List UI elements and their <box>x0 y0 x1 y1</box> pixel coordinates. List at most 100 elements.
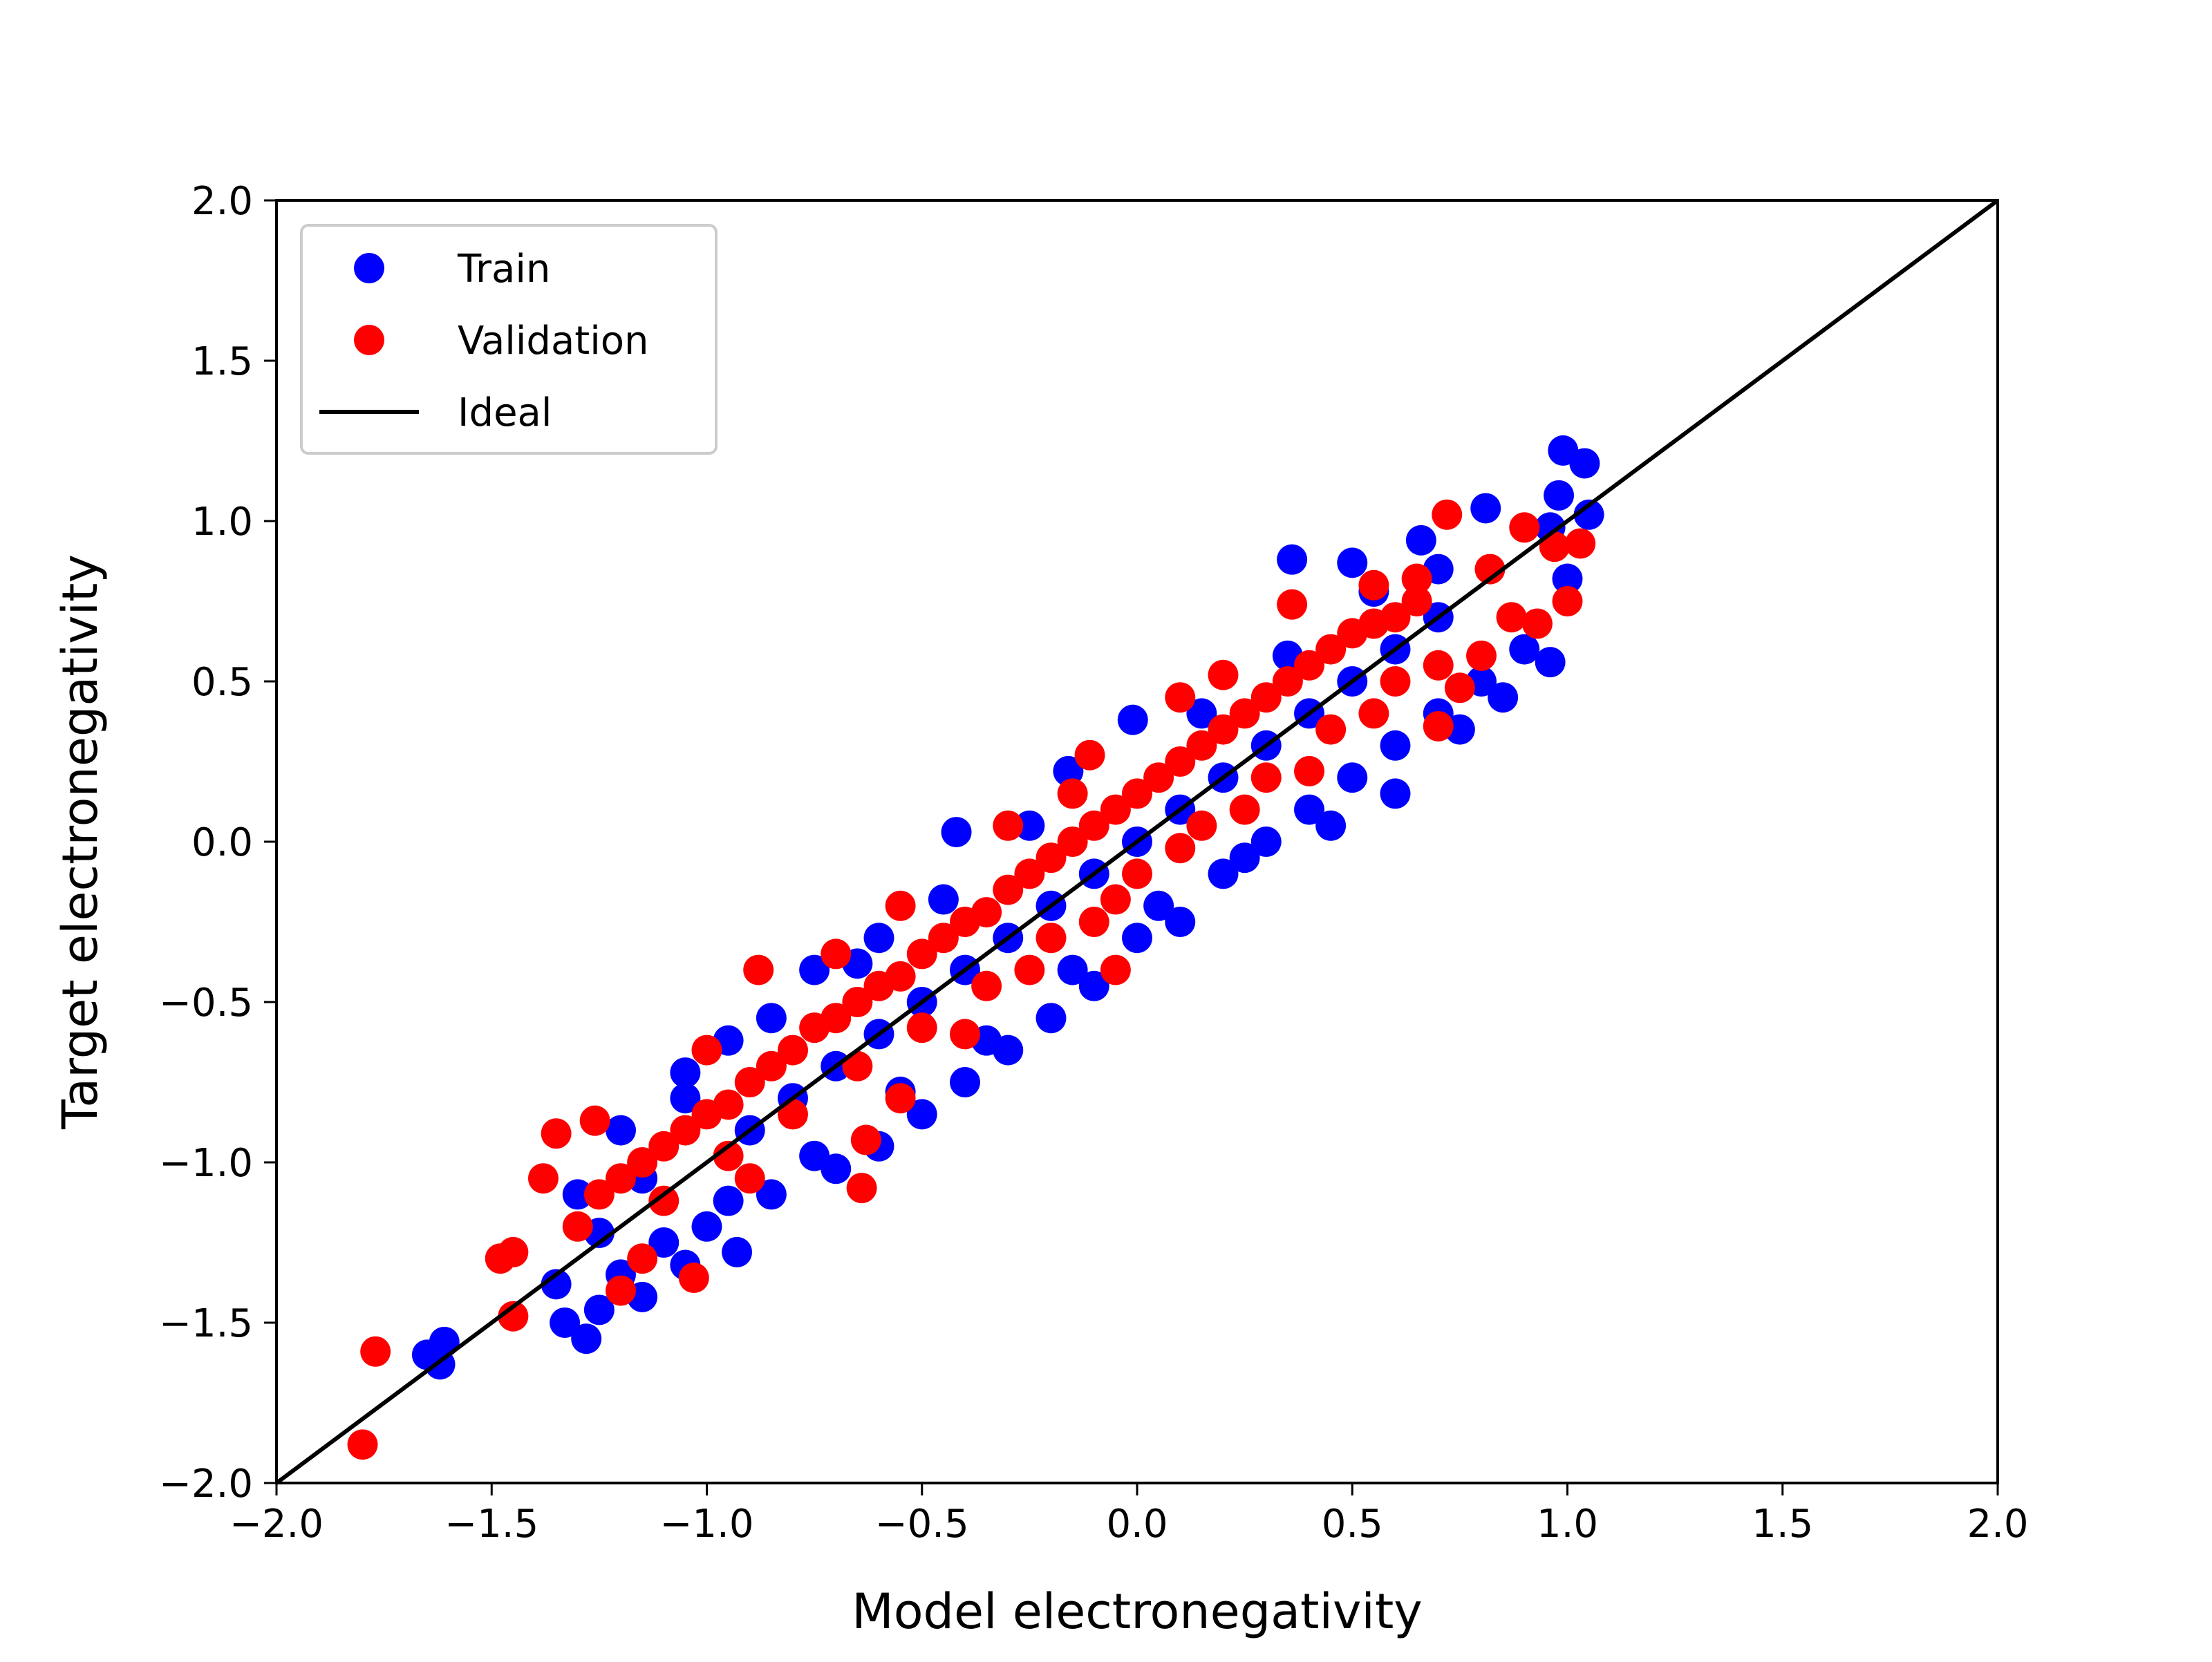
validation-point <box>1229 794 1260 825</box>
validation-point <box>1358 608 1389 639</box>
validation-point <box>1208 714 1239 745</box>
validation-point <box>850 1124 881 1155</box>
x-tick-label: 1.0 <box>1537 1502 1598 1547</box>
validation-point <box>1122 858 1152 889</box>
train-point <box>670 1083 701 1114</box>
validation-point <box>678 1263 709 1294</box>
validation-point <box>648 1131 679 1162</box>
validation-point <box>1229 698 1260 729</box>
y-tick-label: −2.0 <box>159 1462 253 1507</box>
train-point <box>1229 842 1260 874</box>
validation-point <box>1100 884 1131 915</box>
y-tick-label: 0.0 <box>191 820 253 865</box>
train-point <box>1405 525 1436 556</box>
x-tick-label: 0.5 <box>1322 1502 1383 1547</box>
y-tick-label: 1.0 <box>191 500 253 545</box>
train-point <box>1035 1003 1067 1034</box>
validation-point <box>606 1275 636 1306</box>
validation-point <box>842 987 873 1017</box>
validation-point <box>846 1173 877 1204</box>
validation-point <box>1100 794 1131 825</box>
train-point <box>950 1067 980 1097</box>
validation-point <box>993 874 1024 905</box>
train-point <box>863 923 894 954</box>
ideal-line <box>275 198 1999 1485</box>
train-point <box>550 1307 581 1338</box>
validation-point <box>1208 659 1239 690</box>
y-tick-label: 2.0 <box>191 179 253 224</box>
train-point <box>1165 907 1196 937</box>
validation-point <box>579 1105 610 1136</box>
train-point <box>1053 755 1084 786</box>
x-tick-label: 0.0 <box>1106 1502 1168 1547</box>
train-point <box>713 1185 744 1216</box>
train-point <box>1552 563 1583 594</box>
validation-point <box>606 1163 636 1194</box>
validation-point <box>1401 586 1432 616</box>
x-tick-label: 1.5 <box>1752 1502 1813 1547</box>
validation-point <box>1565 528 1596 559</box>
validation-point <box>1165 833 1196 864</box>
validation-point <box>1035 842 1067 874</box>
validation-point <box>1539 531 1570 563</box>
validation-point <box>1358 569 1389 601</box>
validation-point <box>1432 499 1463 530</box>
validation-point <box>906 1012 937 1044</box>
x-tick-label: −2.0 <box>229 1502 324 1547</box>
validation-point <box>1078 810 1109 841</box>
legend-label-ideal: Ideal <box>458 390 552 435</box>
train-point <box>1057 954 1088 985</box>
train-point <box>1337 547 1368 578</box>
legend-box <box>300 224 718 455</box>
train-point <box>541 1269 572 1300</box>
validation-point <box>950 1019 980 1050</box>
train-point <box>756 1003 787 1034</box>
validation-point <box>799 1012 830 1044</box>
train-point <box>1143 890 1174 921</box>
validation-point <box>1035 923 1067 954</box>
train-point <box>583 1294 615 1325</box>
validation-point <box>906 938 937 970</box>
validation-point <box>541 1118 572 1149</box>
x-tick-label: −1.0 <box>660 1502 754 1547</box>
validation-point <box>842 1050 873 1082</box>
validation-point <box>1122 778 1152 809</box>
train-point <box>562 1179 593 1210</box>
validation-point <box>1294 650 1324 681</box>
validation-point <box>734 1163 765 1194</box>
legend: Train Validation Ideal <box>300 224 718 455</box>
validation-point <box>1272 666 1303 697</box>
train-point <box>1509 634 1540 665</box>
train-point <box>1208 858 1239 889</box>
validation-point <box>1143 762 1174 793</box>
train-point <box>691 1211 722 1242</box>
validation-point <box>1078 907 1109 937</box>
validation-point <box>1423 650 1454 681</box>
points-layer <box>347 435 1604 1460</box>
train-point <box>1535 647 1566 678</box>
train-point <box>571 1323 602 1354</box>
train-point <box>1380 778 1411 809</box>
validation-point <box>360 1336 391 1367</box>
train-point <box>799 954 830 985</box>
train-point <box>722 1236 753 1267</box>
y-tick-label: 1.5 <box>191 339 253 384</box>
validation-point <box>691 1035 722 1066</box>
x-tick-label: −1.5 <box>444 1502 538 1547</box>
train-point <box>799 1140 830 1171</box>
validation-point <box>498 1301 529 1332</box>
y-axis-title: Target electronegativity <box>52 554 109 1130</box>
train-point <box>941 817 972 848</box>
validation-point <box>527 1163 559 1194</box>
train-point <box>1573 499 1604 530</box>
train-point <box>1315 810 1347 841</box>
validation-point <box>1186 730 1217 761</box>
validation-point <box>1057 778 1088 809</box>
validation-point <box>1496 602 1527 633</box>
validation-point <box>1315 634 1347 665</box>
train-point <box>1470 493 1501 524</box>
validation-point <box>821 938 852 970</box>
validation-point <box>928 923 959 954</box>
validation-point <box>1186 810 1217 841</box>
